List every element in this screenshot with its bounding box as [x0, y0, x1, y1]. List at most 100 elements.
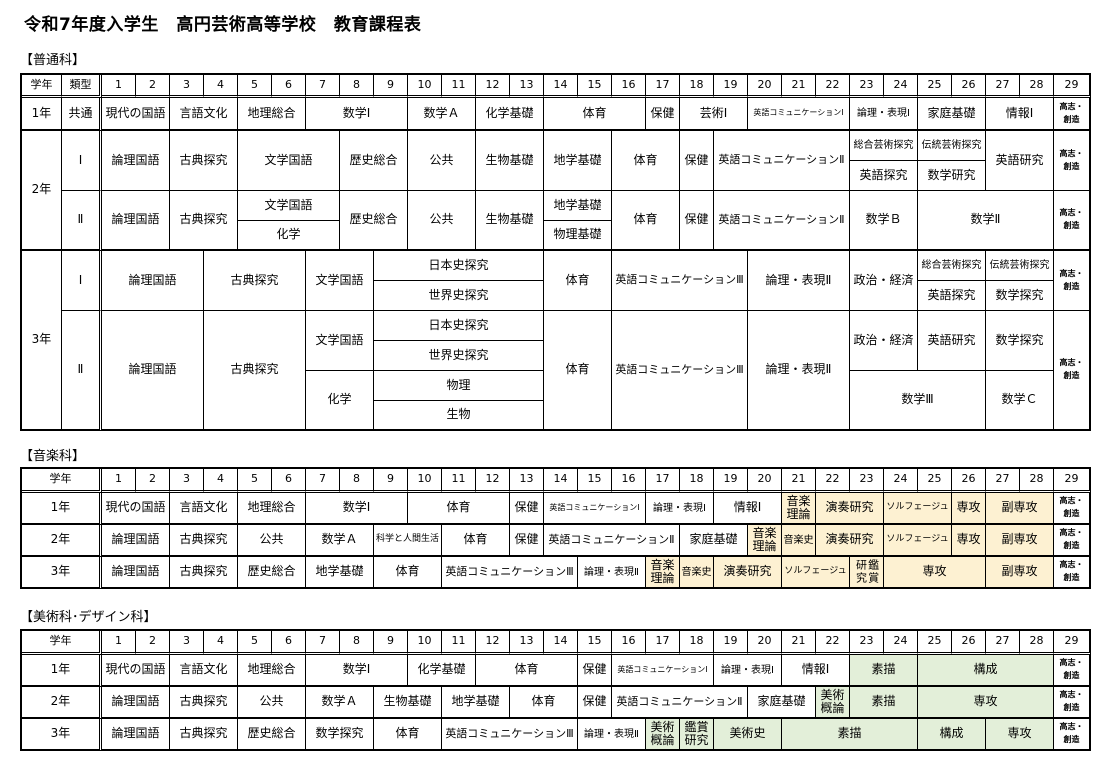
subject-cell: 数学Ａ [306, 525, 374, 557]
subject-cell: 論理・表現Ⅱ [578, 719, 646, 751]
subject-cell: 体育 [544, 311, 612, 431]
subject-cell: 保健 [578, 655, 612, 687]
subject-cell: 演奏研究 [816, 493, 884, 525]
header-period: 23 [850, 469, 884, 493]
subject-cell: 数学Ⅰ [306, 493, 408, 525]
subject-cell: 演奏研究 [714, 557, 782, 589]
subject-cell: 専攻 [884, 557, 986, 589]
grade-label: 1年 [22, 98, 62, 131]
grade-label: 3年 [22, 251, 62, 431]
header-period: 11 [442, 631, 476, 655]
subject-cell: 高志・創造 [1054, 493, 1091, 525]
header-period: 12 [476, 75, 510, 98]
subject-cell: ソルフェージュ [884, 493, 952, 525]
header-period: 22 [816, 631, 850, 655]
type-label: Ⅱ [62, 191, 102, 251]
header-period: 28 [1020, 469, 1054, 493]
subject-cell: 専攻 [986, 719, 1054, 751]
subject-cell: 鑑賞研究 [850, 557, 884, 589]
subject-cell: 歴史総合 [340, 191, 408, 251]
subject-cell: 文学国語 [306, 251, 374, 311]
grade-label: 2年 [22, 131, 62, 251]
header-period: 17 [646, 75, 680, 98]
header-period: 24 [884, 75, 918, 98]
subject-cell: 構成 [918, 719, 986, 751]
subject-cell: 文学国語 [238, 191, 340, 221]
subject-cell: 物理 [374, 371, 544, 401]
header-period: 29 [1054, 469, 1091, 493]
subject-cell: 化学基礎 [476, 98, 544, 131]
subject-cell: 専攻 [918, 687, 1054, 719]
subject-cell: 論理国語 [102, 311, 204, 431]
subject-cell: 構成 [918, 655, 1054, 687]
header-period: 10 [408, 469, 442, 493]
subject-cell: 地理総合 [238, 493, 306, 525]
subject-cell: 古典探究 [170, 131, 238, 191]
header-period: 6 [272, 75, 306, 98]
subject-cell: 美術概論 [646, 719, 680, 751]
subject-cell: 化学基礎 [408, 655, 476, 687]
subject-cell: 専攻 [952, 493, 986, 525]
subject-cell: 高志・創造 [1054, 525, 1091, 557]
subject-cell: 高志・創造 [1054, 251, 1091, 311]
subject-cell: 日本史探究 [374, 311, 544, 341]
header-period: 19 [714, 631, 748, 655]
header-period: 24 [884, 469, 918, 493]
subject-cell: 副専攻 [986, 557, 1054, 589]
header-period: 21 [782, 631, 816, 655]
header-period: 13 [510, 469, 544, 493]
header-period: 21 [782, 469, 816, 493]
header-period: 3 [170, 469, 204, 493]
subject-cell: 政治・経済 [850, 251, 918, 311]
subject-cell: 英語コミュニケーションⅢ [442, 557, 578, 589]
header-period: 6 [272, 469, 306, 493]
header-period: 1 [102, 75, 136, 98]
subject-cell: 家庭基礎 [748, 687, 816, 719]
header-period: 22 [816, 75, 850, 98]
subject-cell: 数学Ｂ [850, 191, 918, 251]
header-period: 2 [136, 631, 170, 655]
subject-cell: 生物基礎 [374, 687, 442, 719]
subject-cell: 体育 [476, 655, 578, 687]
subject-cell: 古典探究 [170, 191, 238, 251]
subject-cell: 高志・創造 [1054, 655, 1091, 687]
header-period: 27 [986, 75, 1020, 98]
subject-cell: 数学探究 [986, 281, 1054, 311]
subject-cell: 英語研究 [986, 131, 1054, 191]
subject-cell: 古典探究 [204, 311, 306, 431]
subject-cell: 美術史 [714, 719, 782, 751]
header-period: 1 [102, 469, 136, 493]
header-period: 10 [408, 75, 442, 98]
header-period: 22 [816, 469, 850, 493]
type-label: 共通 [62, 98, 102, 131]
header-period: 20 [748, 469, 782, 493]
subject-cell: 化学 [238, 221, 340, 251]
subject-cell: 伝統芸術探究 [986, 251, 1054, 281]
header-period: 14 [544, 75, 578, 98]
header-period: 13 [510, 631, 544, 655]
subject-cell: 体育 [442, 525, 510, 557]
subject-cell: 高志・創造 [1054, 131, 1091, 191]
subject-cell: 保健 [578, 687, 612, 719]
header-period: 28 [1020, 631, 1054, 655]
subject-cell: 古典探究 [170, 557, 238, 589]
header-period: 17 [646, 469, 680, 493]
subject-cell: 保健 [646, 98, 680, 131]
subject-cell: 美術概論 [816, 687, 850, 719]
grade-label: 1年 [22, 493, 102, 525]
subject-cell: 古典探究 [170, 525, 238, 557]
subject-cell: 歴史総合 [238, 719, 306, 751]
subject-cell: 地理総合 [238, 98, 306, 131]
section-heading: 【美術科･デザイン科】 [20, 610, 157, 625]
subject-cell: 音楽理論 [782, 493, 816, 525]
header-period: 25 [918, 469, 952, 493]
subject-cell: 文学国語 [306, 311, 374, 371]
subject-cell: 地理総合 [238, 655, 306, 687]
grade-label: 2年 [22, 687, 102, 719]
subject-cell: 論理国語 [102, 687, 170, 719]
header-period: 5 [238, 469, 272, 493]
header-period: 18 [680, 75, 714, 98]
header-period: 15 [578, 469, 612, 493]
header-period: 8 [340, 469, 374, 493]
header-period: 12 [476, 631, 510, 655]
